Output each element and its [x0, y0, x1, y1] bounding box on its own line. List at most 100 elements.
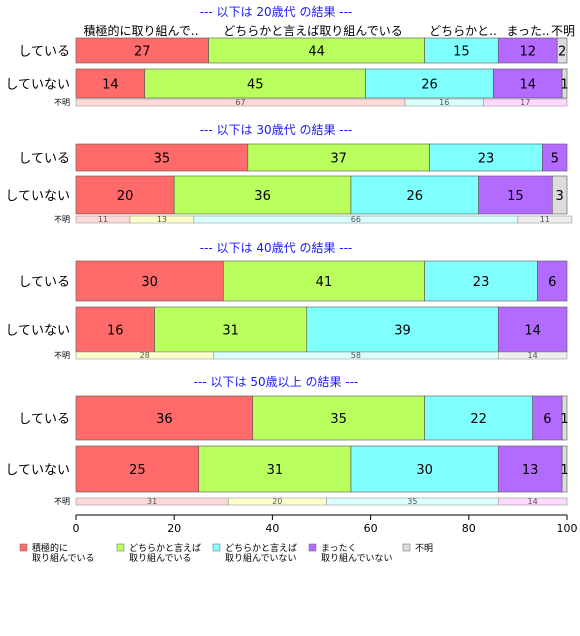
bar-value-label: 27: [134, 45, 151, 60]
unknown-bar-value: 35: [407, 497, 417, 506]
row-label: している: [18, 275, 70, 290]
unknown-row-label: 不明: [54, 215, 70, 224]
bar-value-label: 20: [117, 189, 134, 204]
column-header: どちらかと言えば取り組んでいる: [223, 24, 402, 38]
bar-value-label: 45: [247, 78, 264, 93]
unknown-bar-value: 16: [439, 98, 449, 107]
bar-value-label: 36: [254, 189, 271, 204]
bar-segment: [497, 445, 563, 493]
row-label: していない: [5, 189, 70, 204]
group-title: --- 以下は 50歳以上 の結果 ---: [194, 375, 359, 389]
bar-segment: [75, 68, 146, 99]
bar-segment: [252, 395, 425, 441]
bar-value-label: 15: [507, 189, 524, 204]
unknown-bar-value: 17: [520, 98, 530, 107]
bar-segment: [223, 260, 425, 302]
unknown-bar-segment: [498, 351, 568, 360]
bar-segment: [497, 306, 568, 353]
legend-label: 取り組んでいる: [32, 552, 95, 564]
bar-segment: [537, 260, 568, 302]
bar-segment: [424, 395, 533, 441]
bar-segment: [350, 445, 499, 493]
unknown-bar-value: 13: [157, 215, 167, 224]
row-label: している: [18, 45, 70, 60]
bar-value-label: 31: [222, 324, 239, 339]
bar-value-label: 22: [470, 412, 487, 427]
bar-segment: [208, 37, 425, 64]
bar-value-label: 16: [107, 324, 124, 339]
bar-segment: [424, 37, 499, 64]
bar-value-label: 6: [548, 275, 556, 290]
unknown-bar-value: 11: [98, 215, 108, 224]
bar-value-label: 26: [421, 78, 438, 93]
bar-segment: [75, 306, 155, 353]
unknown-row-label: 不明: [54, 351, 70, 360]
bar-value-label: 14: [519, 78, 536, 93]
bar-value-label: 15: [453, 45, 470, 60]
bar-value-label: 23: [473, 275, 490, 290]
bar-segment: [424, 260, 538, 302]
bar-segment: [429, 143, 543, 172]
bar-segment: [350, 175, 479, 215]
unknown-bar-value: 31: [147, 497, 157, 506]
bar-value-label: 36: [156, 412, 173, 427]
bar-value-label: 37: [330, 152, 347, 167]
bar-segment: [306, 306, 499, 353]
row-label: している: [18, 152, 70, 167]
bar-segment: [247, 143, 430, 172]
bar-segment: [561, 395, 568, 441]
bar-value-label: 35: [330, 412, 347, 427]
bar-segment: [154, 306, 308, 353]
bar-segment: [75, 260, 224, 302]
column-header: まった..: [506, 24, 549, 38]
bar-value-label: 6: [543, 412, 551, 427]
unknown-bar-segment: [483, 98, 568, 107]
group-title: --- 以下は 40歳代 の結果 ---: [200, 241, 353, 255]
bar-segment: [198, 445, 352, 493]
bar-value-label: 31: [267, 463, 284, 478]
row-label: していない: [5, 463, 70, 478]
legend-label: 取り組んでいない: [321, 552, 393, 564]
bar-value-label: 2: [558, 45, 566, 60]
bar-value-label: 12: [519, 45, 536, 60]
legend-label: 取り組んでいない: [225, 552, 297, 564]
legend-label: 積極的に: [32, 542, 68, 554]
bar-segment: [561, 68, 568, 99]
unknown-bar-segment: [498, 497, 568, 506]
bar-value-label: 30: [416, 463, 433, 478]
row-label: していない: [5, 78, 70, 93]
unknown-bar-segment: [517, 215, 573, 224]
unknown-bar-value: 14: [528, 497, 538, 506]
legend-swatch: [212, 543, 221, 552]
bar-value-label: 44: [308, 45, 325, 60]
unknown-bar-value: 67: [235, 98, 245, 107]
bar-value-label: 39: [394, 324, 411, 339]
x-axis-tick-label: 40: [265, 522, 279, 535]
legend-label: まったく: [321, 543, 357, 554]
legend-label: 不明: [415, 543, 433, 554]
row-label: している: [18, 412, 70, 427]
bar-value-label: 26: [407, 189, 424, 204]
bar-segment: [75, 143, 249, 172]
bar-value-label: 25: [129, 463, 146, 478]
legend-label: 取り組んでいる: [129, 552, 192, 564]
bar-value-label: 1: [560, 412, 568, 427]
unknown-bar-value: 66: [351, 215, 361, 224]
bar-value-label: 30: [141, 275, 158, 290]
bar-segment: [75, 175, 175, 215]
x-axis-tick-label: 20: [167, 522, 181, 535]
unknown-bar-value: 11: [540, 215, 550, 224]
bar-value-label: 13: [522, 463, 539, 478]
bar-value-label: 5: [551, 152, 559, 167]
x-axis-tick-label: 80: [462, 522, 476, 535]
legend-swatch: [402, 543, 411, 552]
x-axis-tick-label: 100: [557, 522, 578, 535]
bar-value-label: 23: [478, 152, 495, 167]
bar-segment: [144, 68, 366, 99]
column-header: 積極的に取り組んで..: [83, 23, 198, 38]
bar-segment: [551, 175, 568, 215]
bar-segment: [75, 445, 200, 493]
bar-segment: [556, 37, 568, 64]
unknown-bar-value: 20: [272, 497, 282, 506]
